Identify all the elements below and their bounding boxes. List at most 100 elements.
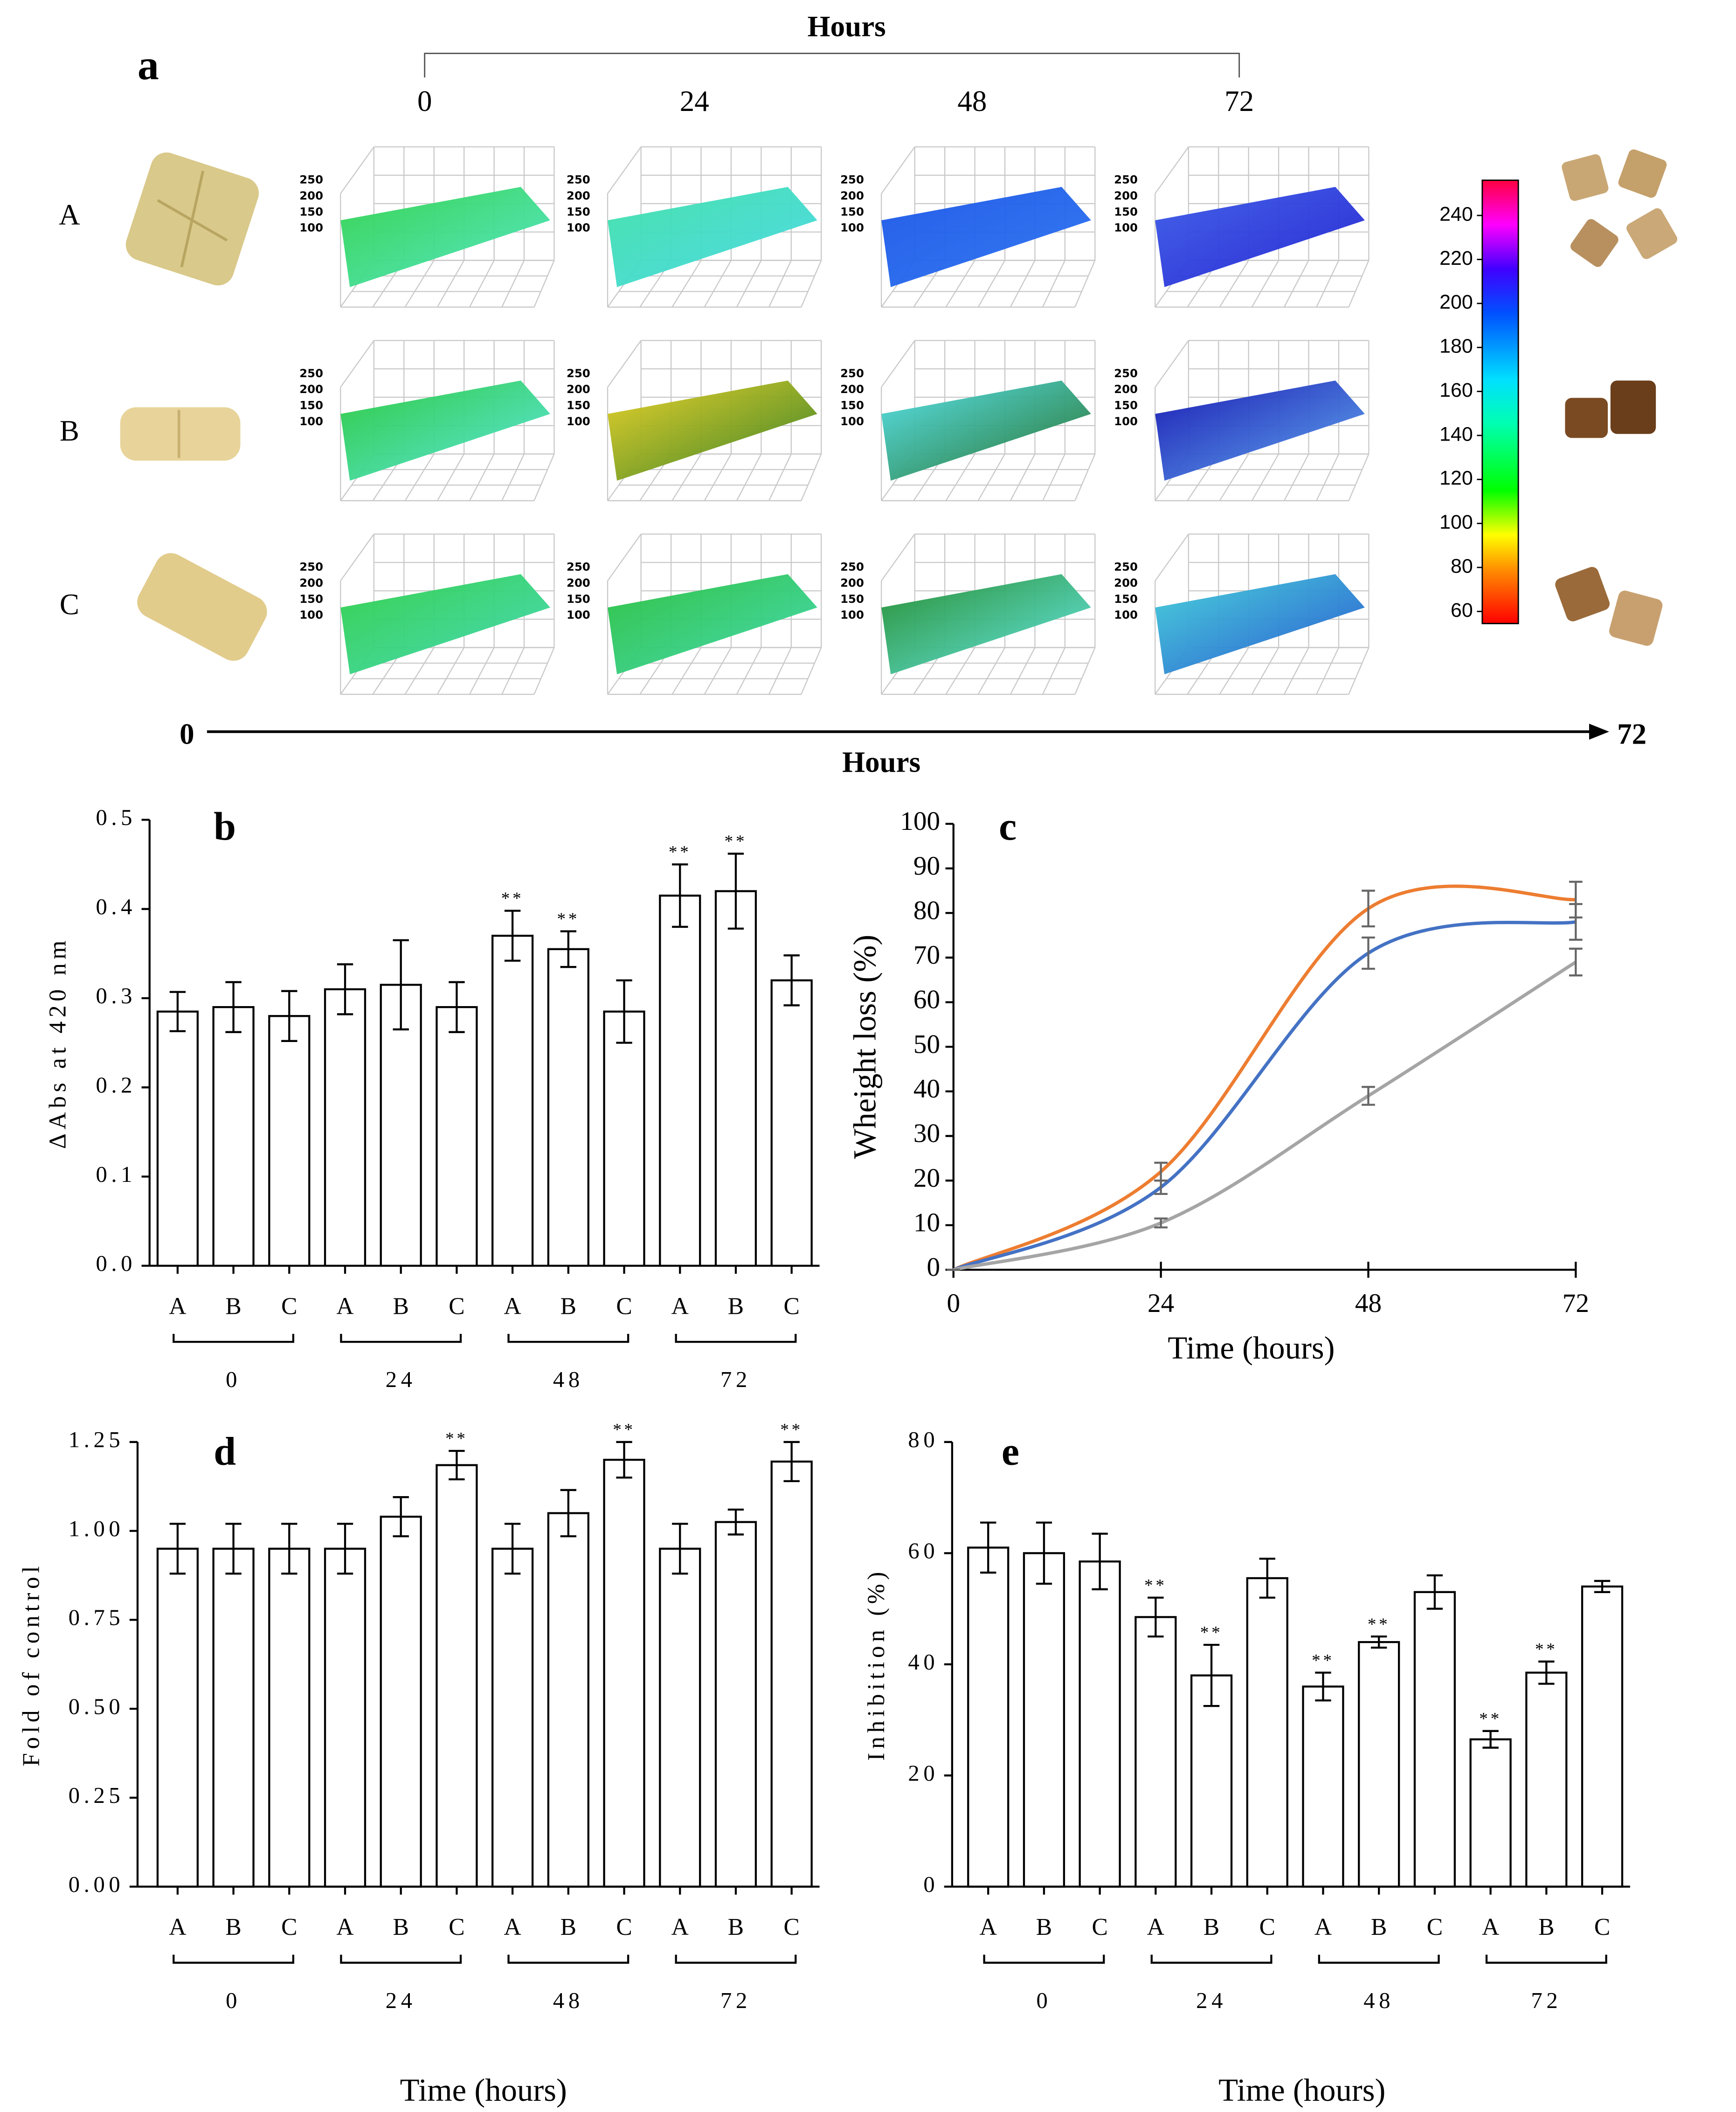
significance: ** [1535,1640,1558,1659]
category-label: C [616,1293,632,1319]
sample-photos [120,149,1678,661]
significance: ** [1312,1651,1335,1670]
group-label: 48 [1363,1988,1394,2013]
group-bracket [340,1954,462,1964]
bar [1358,1641,1400,1888]
y-tick-label: 70 [913,940,940,970]
box-line [469,260,495,308]
category-label: B [1036,1914,1052,1940]
surface-tick: 200 [1114,576,1138,589]
y-tick-label: 80 [908,1427,939,1452]
error-bar [1154,1217,1168,1229]
error-bar [672,1523,688,1575]
category-label: C [1259,1914,1275,1940]
group-label: 0 [1036,1988,1051,2013]
y-tick-label: 90 [913,851,940,881]
x-axis-label: Time (hours) [400,2072,567,2108]
surface-tick: 200 [840,576,864,589]
box-line [881,146,915,194]
surface [608,380,817,481]
surface-tick: 100 [299,221,323,235]
colorbar-label: 180 [1439,335,1473,358]
box-line [436,454,465,501]
error-bar [727,852,744,930]
colorbar-label: 220 [1439,247,1473,269]
box-line [945,260,975,308]
surface-tick: 150 [567,205,590,218]
y-tick-label: 60 [913,985,940,1015]
bar [436,1006,478,1267]
surface-tick: 250 [840,173,864,186]
group-bracket [1150,1954,1273,1964]
group-label: 48 [553,1988,584,2013]
colorbar-label: 240 [1439,203,1473,225]
bar [770,979,813,1267]
surface-tick: 100 [1114,221,1138,235]
surface-tick: 150 [1114,399,1138,412]
surface-tick: 200 [567,576,590,589]
error-bar [337,1523,353,1575]
surface-tick: 100 [840,608,864,621]
surface-tick: 200 [567,382,590,396]
category-label: C [1092,1914,1107,1940]
box-line [436,647,465,695]
bar [1079,1560,1121,1888]
box-line [1251,454,1280,501]
category-label: A [980,1914,997,1940]
error-bar [727,1508,744,1536]
bar [770,1460,813,1888]
error-bar [337,963,353,1015]
surface [340,380,550,481]
box-line [768,260,792,308]
error-bar [1148,1596,1164,1638]
box-line [1348,647,1369,695]
box-line [1074,260,1096,308]
bar [212,1547,255,1888]
surface-tick: 150 [299,205,323,218]
category-label: C [281,1914,297,1940]
hours-title: Hours [808,10,886,42]
surface-tick: 100 [1114,414,1138,428]
category-label: C [1594,1914,1610,1940]
error-bar [672,863,688,928]
y-tick-label: 60 [908,1539,939,1564]
box-line [340,146,374,194]
significance: ** [501,889,524,908]
surface [1155,574,1365,675]
surface-tick: 250 [299,366,323,380]
panel-label: e [1002,1429,1019,1473]
error-bar [393,1496,409,1538]
bar [714,890,757,1267]
surface-tick: 150 [299,592,323,606]
bar [268,1015,311,1267]
y-tick-label: 0.1 [96,1162,136,1187]
surface-tick: 100 [567,414,590,428]
bar [436,1464,478,1888]
surface-tick: 250 [567,173,590,186]
error-bar [1362,1086,1375,1106]
box-line [671,260,702,308]
bar [603,1010,645,1267]
x-tick-label: 48 [1355,1289,1382,1318]
category-label: B [225,1293,241,1319]
error-bar [1371,1636,1387,1649]
bar [1525,1671,1568,1888]
bar [967,1546,1010,1888]
box-line [736,260,762,308]
y-tick-label: 80 [913,896,940,925]
y-tick-label: 100 [900,807,940,836]
bar [380,1515,422,1888]
bar [156,1547,199,1888]
surface-tick: 250 [1114,173,1138,186]
arrow-start: 0 [180,718,194,750]
category-label: B [1371,1914,1387,1940]
x-tick-label: 0 [947,1289,960,1318]
box-line [801,454,822,501]
surface-tick: 150 [567,592,590,606]
group-label: 0 [226,1988,241,2013]
box-line [1010,647,1036,695]
surface-tick: 150 [299,399,323,412]
bar [491,934,534,1267]
y-axis-label: Inhibition (%) [863,1568,890,1761]
category-label: B [560,1914,576,1940]
